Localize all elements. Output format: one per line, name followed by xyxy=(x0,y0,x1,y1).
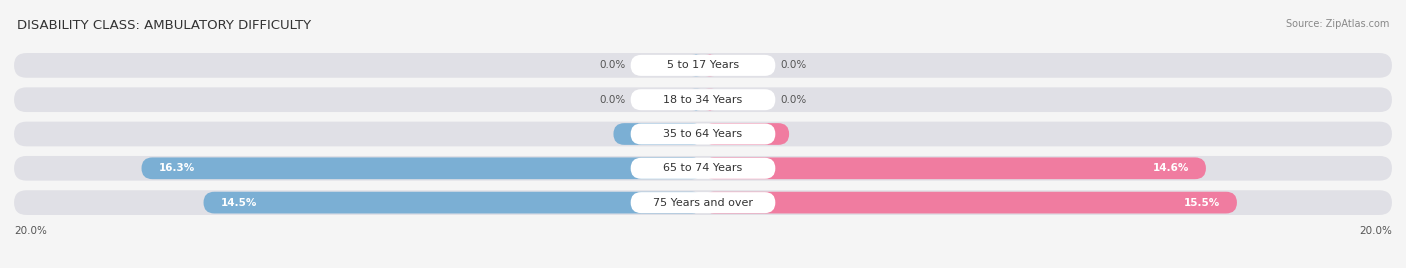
FancyBboxPatch shape xyxy=(703,157,1206,179)
Text: DISABILITY CLASS: AMBULATORY DIFFICULTY: DISABILITY CLASS: AMBULATORY DIFFICULTY xyxy=(17,19,311,32)
Text: 14.5%: 14.5% xyxy=(221,198,257,208)
Text: 15.5%: 15.5% xyxy=(1184,198,1219,208)
Text: 35 to 64 Years: 35 to 64 Years xyxy=(664,129,742,139)
Text: 2.5%: 2.5% xyxy=(742,129,772,139)
FancyBboxPatch shape xyxy=(204,192,703,214)
Text: 16.3%: 16.3% xyxy=(159,163,195,173)
FancyBboxPatch shape xyxy=(631,89,775,110)
FancyBboxPatch shape xyxy=(703,192,1237,214)
FancyBboxPatch shape xyxy=(703,89,717,111)
Text: 14.6%: 14.6% xyxy=(1153,163,1188,173)
FancyBboxPatch shape xyxy=(631,124,775,144)
FancyBboxPatch shape xyxy=(14,87,1392,112)
FancyBboxPatch shape xyxy=(703,123,789,145)
Text: 75 Years and over: 75 Years and over xyxy=(652,198,754,208)
Text: 0.0%: 0.0% xyxy=(599,60,626,70)
Text: 5 to 17 Years: 5 to 17 Years xyxy=(666,60,740,70)
Text: 20.0%: 20.0% xyxy=(1360,226,1392,236)
FancyBboxPatch shape xyxy=(14,122,1392,146)
FancyBboxPatch shape xyxy=(631,55,775,76)
FancyBboxPatch shape xyxy=(631,158,775,179)
Text: 2.6%: 2.6% xyxy=(631,129,659,139)
FancyBboxPatch shape xyxy=(689,54,703,76)
Text: 20.0%: 20.0% xyxy=(14,226,46,236)
FancyBboxPatch shape xyxy=(142,157,703,179)
FancyBboxPatch shape xyxy=(631,192,775,213)
Text: 0.0%: 0.0% xyxy=(780,60,807,70)
FancyBboxPatch shape xyxy=(14,156,1392,181)
Text: 0.0%: 0.0% xyxy=(599,95,626,105)
FancyBboxPatch shape xyxy=(14,53,1392,78)
Text: 18 to 34 Years: 18 to 34 Years xyxy=(664,95,742,105)
Text: 0.0%: 0.0% xyxy=(780,95,807,105)
FancyBboxPatch shape xyxy=(703,54,717,76)
FancyBboxPatch shape xyxy=(613,123,703,145)
FancyBboxPatch shape xyxy=(689,89,703,111)
Text: 65 to 74 Years: 65 to 74 Years xyxy=(664,163,742,173)
Text: Source: ZipAtlas.com: Source: ZipAtlas.com xyxy=(1285,19,1389,29)
FancyBboxPatch shape xyxy=(14,190,1392,215)
